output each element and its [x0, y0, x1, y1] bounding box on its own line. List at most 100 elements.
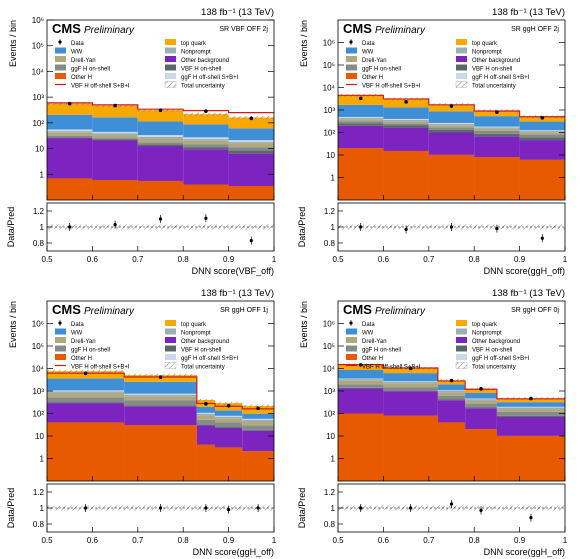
legend-swatch: [55, 337, 66, 343]
legend-swatch: [346, 354, 357, 360]
stack-bar: [242, 430, 274, 452]
ratio-point: [83, 506, 88, 510]
y-tick-label: 1: [331, 455, 336, 464]
stack-bar: [428, 123, 475, 126]
legend-label: Other H: [71, 356, 92, 362]
stack-bar: [214, 415, 243, 417]
stack-bar: [228, 128, 274, 141]
stack-bar: [124, 381, 197, 394]
y-tick-label: 10: [326, 432, 335, 441]
stack-bar: [196, 413, 215, 416]
data-point: [256, 406, 260, 411]
stack-bar: [228, 186, 274, 200]
ratio-tick-label: 0.8: [33, 520, 45, 529]
stack-bar: [47, 392, 125, 398]
legend-swatch: [455, 81, 468, 88]
ratio-tick-label: 0.8: [33, 239, 45, 248]
stack-bar: [214, 416, 243, 419]
legend-label: Drell-Yan: [71, 339, 96, 345]
stack-bar: [183, 139, 229, 141]
legend-label: Nonprompt: [472, 331, 502, 337]
data-point: [449, 104, 454, 108]
stack-bar: [383, 368, 438, 374]
stack-bar: [183, 147, 229, 150]
stack-bar: [428, 127, 475, 130]
ratio-point: [158, 217, 163, 221]
stack-bar: [437, 400, 466, 423]
stack-bar: [92, 131, 138, 134]
legend-label: VBF H on-shell: [472, 348, 512, 354]
ratio-point: [495, 227, 499, 231]
x-tick-label: 1: [272, 255, 277, 264]
legend-swatch: [455, 362, 468, 369]
stack-bar: [228, 147, 274, 151]
stack-bar: [124, 400, 197, 406]
stack-bar: [47, 131, 93, 133]
ratio-tick-label: 1.2: [33, 488, 45, 497]
stack-bar: [47, 391, 125, 393]
stack-bar: [465, 400, 497, 404]
stack-bar: [124, 393, 197, 395]
stack-bar: [496, 406, 565, 408]
legend-label: Total uncertainty: [181, 365, 225, 371]
stack-bar: [92, 179, 138, 200]
ratio-point: [227, 508, 231, 512]
legend-swatch: [346, 345, 357, 352]
stack-bar: [383, 387, 438, 391]
stack-bar: [338, 121, 384, 124]
stack-bar: [228, 140, 274, 142]
x-tick-label: 0.9: [223, 255, 235, 264]
legend-label: Other background: [472, 339, 520, 345]
stack-bar: [183, 144, 229, 148]
x-tick-label: 0.6: [378, 255, 390, 264]
ratio-point: [529, 516, 533, 520]
stack-bar: [465, 398, 497, 400]
stack-bar: [47, 378, 125, 391]
stack-bar: [196, 415, 215, 420]
stack-bar: [183, 184, 229, 200]
legend-swatch: [456, 73, 467, 79]
data-point: [358, 96, 363, 101]
y-tick-label: 10⁴: [32, 67, 45, 76]
stack-bar: [519, 137, 565, 141]
stack-bar: [228, 117, 274, 129]
stack-bar: [92, 117, 138, 132]
legend-swatch: [55, 47, 66, 54]
stack-bar: [228, 141, 274, 144]
ratio-point: [449, 502, 454, 506]
x-tick-label: 1: [272, 536, 277, 545]
data-point: [540, 116, 545, 120]
legend-swatch: [456, 56, 467, 62]
stack-bar: [92, 135, 138, 139]
stack-bar: [137, 136, 184, 139]
x-axis-label: DNN score(ggH_off): [484, 266, 565, 276]
x-tick-label: 0.5: [41, 536, 53, 545]
y-tick-label: 10: [35, 145, 44, 154]
stack-bar: [242, 418, 274, 420]
stack-bar: [47, 129, 93, 132]
legend-swatch: [346, 47, 357, 54]
x-tick-label: 0.7: [132, 536, 144, 545]
stack-bar: [196, 424, 215, 426]
x-tick-label: 0.6: [378, 536, 390, 545]
x-axis-label: DNN score(VBF_off): [192, 266, 274, 276]
legend-label: ggF H on-shell: [362, 67, 401, 73]
ratio-y-label: Data/Pred: [297, 207, 307, 248]
stack-bar: [465, 389, 497, 393]
ratio-point: [256, 506, 260, 510]
lumi-label: 138 fb⁻¹ (13 TeV): [492, 288, 565, 299]
stack-bar: [338, 388, 384, 414]
y-tick-label: 10⁶: [32, 16, 44, 25]
region-label: SR ggH OFF 2j: [511, 26, 559, 33]
y-tick-label: 10: [35, 432, 44, 441]
stack-bar: [214, 418, 243, 423]
uncertainty-band: [47, 369, 125, 373]
stack-bar: [496, 407, 565, 410]
legend-label: ggF H on-shell: [71, 67, 110, 73]
cms-label: CMS: [52, 302, 81, 317]
legend-label: WW: [71, 50, 83, 56]
stack-bar: [92, 138, 138, 140]
stack-bar: [437, 390, 466, 393]
legend-label: ggF H off-shell S+B+I: [472, 75, 530, 81]
ratio-point: [113, 223, 117, 227]
